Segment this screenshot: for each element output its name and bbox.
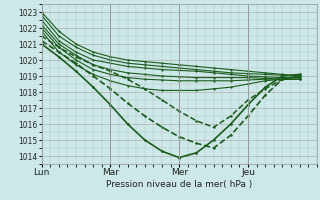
X-axis label: Pression niveau de la mer( hPa ): Pression niveau de la mer( hPa ) [106, 180, 252, 189]
